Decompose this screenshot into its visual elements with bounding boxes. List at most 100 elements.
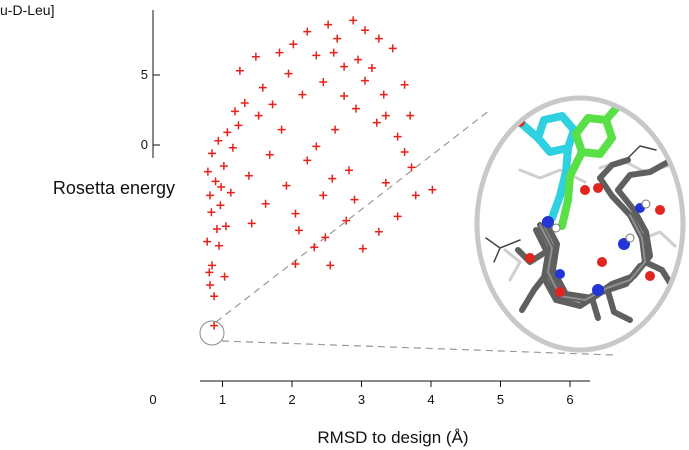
data-point: [351, 104, 360, 113]
data-point: [203, 237, 212, 246]
data-point: [321, 233, 330, 242]
data-point: [210, 292, 219, 301]
data-point: [340, 62, 349, 71]
callout-line-upper: [215, 109, 491, 323]
data-point: [240, 99, 249, 107]
x-axis-label: RMSD to design (Å): [317, 428, 468, 447]
data-point: [261, 199, 270, 208]
data-point: [303, 27, 312, 36]
data-point: [235, 66, 244, 75]
data-point: [381, 178, 390, 187]
data-point: [374, 34, 383, 43]
data-point: [268, 100, 277, 109]
x-tick-label: 3: [358, 392, 365, 407]
data-point: [282, 181, 291, 190]
data-point: [379, 90, 388, 99]
data-point: [319, 78, 328, 86]
data-point: [223, 128, 232, 137]
data-point: [374, 227, 383, 236]
data-point: [214, 136, 223, 145]
data-point: [326, 261, 335, 270]
data-point: [340, 92, 349, 100]
inset-border: [474, 95, 686, 353]
data-point: [298, 90, 307, 99]
y-tick-label: 0: [141, 137, 148, 152]
data-point: [333, 34, 342, 43]
data-point: [291, 209, 300, 218]
data-point: [406, 111, 415, 120]
data-point: [284, 69, 293, 78]
data-point: [215, 241, 224, 250]
data-point: [208, 149, 217, 158]
data-point: [289, 40, 298, 49]
x-tick-label: 0: [149, 392, 156, 407]
data-point: [329, 48, 338, 57]
data-point: [328, 174, 337, 183]
data-point: [372, 118, 381, 127]
data-point: [360, 26, 369, 35]
data-point: [407, 163, 416, 172]
data-point: [216, 201, 225, 210]
y-axis-label: Rosetta energy: [53, 178, 175, 198]
data-point: [354, 55, 363, 64]
x-tick-label: 6: [566, 392, 573, 407]
data-point: [294, 226, 303, 235]
x-tick-label: 2: [288, 392, 295, 407]
data-point: [277, 125, 286, 134]
data-point: [205, 281, 214, 289]
data-point: [258, 83, 267, 92]
molecule-inset: [474, 95, 686, 353]
data-point: [312, 142, 321, 151]
data-point: [381, 111, 390, 120]
data-point: [254, 111, 263, 120]
data-point: [411, 191, 420, 200]
data-point: [205, 191, 214, 200]
chart-title: u-D-Leu]: [0, 2, 54, 18]
data-point: [251, 52, 260, 61]
callout-line-lower: [221, 340, 614, 356]
x-tick-label: 5: [497, 392, 504, 407]
data-point: [220, 272, 229, 281]
data-point: [231, 107, 240, 116]
data-point: [205, 268, 214, 277]
tyrosine-cyan: [518, 112, 578, 222]
data-point: [312, 51, 321, 60]
data-point: [217, 183, 226, 191]
x-tick-label: 1: [219, 392, 226, 407]
data-point: [208, 261, 217, 270]
data-point: [360, 76, 369, 85]
data-point: [349, 16, 358, 25]
data-point: [244, 171, 253, 180]
data-point: [310, 243, 319, 252]
data-point: [221, 222, 230, 231]
data-point: [367, 64, 376, 72]
data-point: [275, 48, 284, 57]
data-point: [212, 225, 221, 233]
data-point: [319, 191, 328, 200]
data-point: [265, 150, 274, 159]
data-point: [400, 80, 409, 89]
data-point: [344, 166, 353, 175]
y-ticks: 50: [141, 67, 160, 152]
data-point: [228, 143, 237, 152]
data-point: [393, 132, 402, 141]
highlight-circle: [199, 320, 225, 346]
data-point: [211, 177, 220, 186]
data-point: [428, 185, 437, 194]
data-point: [358, 244, 367, 253]
x-ticks: 0 1 2 3 4 5 6: [149, 381, 574, 407]
data-point: [203, 167, 212, 176]
data-point: [350, 195, 359, 204]
y-tick-label: 5: [141, 67, 148, 82]
data-point: [219, 162, 228, 170]
data-point: [226, 188, 235, 197]
data-point: [388, 44, 397, 53]
inset-background: [477, 98, 683, 350]
data-point: [342, 216, 351, 225]
data-point: [291, 260, 300, 268]
data-point: [324, 20, 333, 29]
data-point: [210, 321, 219, 330]
data-point: [247, 219, 256, 228]
data-point: [234, 121, 243, 130]
